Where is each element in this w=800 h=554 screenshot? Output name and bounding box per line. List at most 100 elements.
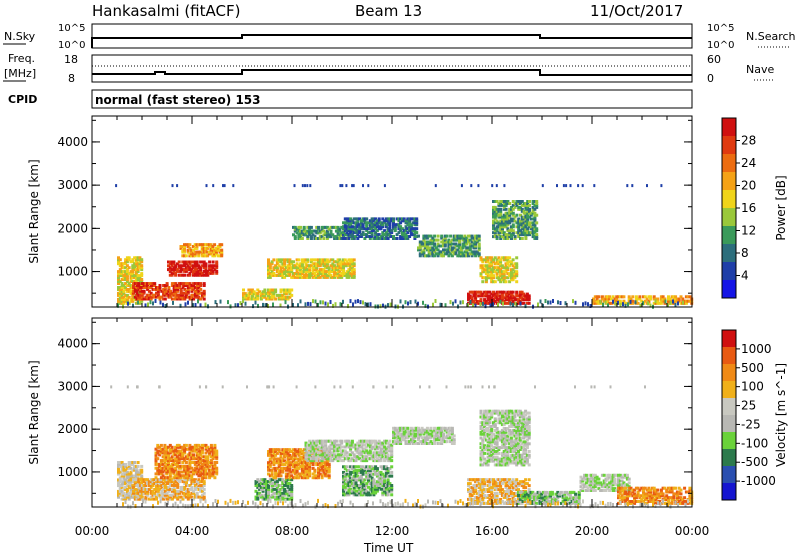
data-cell	[183, 468, 187, 472]
data-cell	[133, 256, 137, 260]
data-cell	[193, 478, 197, 482]
data-cell	[122, 466, 126, 470]
data-cell	[350, 457, 354, 461]
data-cell	[519, 229, 522, 233]
data-cell	[524, 233, 528, 237]
data-cell	[186, 286, 190, 289]
data-cell	[461, 238, 465, 242]
data-cell	[518, 296, 522, 300]
data-cell	[174, 453, 178, 457]
data-cell	[299, 461, 303, 465]
data-cell	[431, 250, 435, 254]
data-cell	[374, 447, 378, 451]
data-cell	[272, 290, 276, 294]
data-cell	[286, 448, 290, 452]
data-cell	[122, 491, 126, 495]
data-cell	[136, 258, 140, 262]
data-cell	[131, 270, 135, 274]
data-cell	[199, 445, 203, 449]
data-cell	[379, 441, 383, 445]
data-cell	[184, 461, 188, 464]
data-cell	[463, 254, 467, 258]
data-cell	[165, 493, 169, 497]
data-cell	[277, 272, 281, 275]
data-cell	[172, 453, 176, 457]
data-cell	[165, 453, 169, 457]
data-cell	[209, 248, 213, 252]
data-cell	[149, 495, 153, 499]
data-cell	[370, 478, 374, 482]
data-cell	[259, 295, 263, 299]
data-cell	[342, 258, 345, 262]
data-cell	[277, 459, 281, 463]
data-cell	[193, 457, 197, 461]
data-cell	[413, 237, 417, 240]
data-cell	[165, 480, 169, 484]
data-cell	[381, 480, 385, 484]
data-cell	[383, 445, 387, 449]
data-cell	[283, 260, 287, 264]
data-cell	[424, 240, 428, 244]
data-cell	[406, 217, 410, 221]
data-cell	[295, 262, 299, 266]
data-cell	[165, 462, 169, 466]
data-cell	[193, 273, 197, 277]
data-cell	[361, 233, 365, 237]
data-cell	[500, 274, 504, 278]
data-cell	[372, 223, 376, 227]
data-cell	[349, 223, 353, 227]
data-cell	[124, 464, 128, 468]
data-cell	[324, 457, 328, 461]
data-cell	[193, 493, 197, 497]
data-cell	[384, 455, 388, 459]
data-cell	[129, 299, 133, 303]
data-cell	[524, 231, 528, 235]
data-cell	[272, 266, 276, 270]
data-cell	[599, 300, 602, 304]
data-cell	[188, 266, 192, 270]
data-cell	[275, 482, 279, 485]
data-cell	[135, 491, 139, 495]
data-cell	[352, 453, 356, 457]
data-cell	[199, 243, 202, 247]
data-cell	[533, 237, 537, 240]
data-cell	[315, 459, 319, 463]
data-cell	[388, 457, 392, 461]
data-cell	[504, 296, 508, 300]
data-cell	[185, 491, 188, 495]
data-cell	[663, 297, 667, 301]
data-cell	[458, 244, 462, 248]
data-cell	[367, 480, 370, 484]
data-cell	[499, 268, 503, 272]
data-cell	[211, 260, 215, 264]
data-cell	[158, 297, 162, 301]
data-cell	[151, 295, 155, 299]
data-cell	[277, 487, 281, 491]
data-cell	[183, 466, 187, 470]
data-cell	[281, 258, 285, 262]
data-cell	[379, 235, 383, 238]
data-cell	[131, 258, 135, 262]
data-cell	[279, 491, 283, 495]
data-cell	[192, 293, 196, 297]
data-cell	[345, 480, 349, 484]
data-cell	[270, 293, 274, 297]
data-cell	[309, 457, 313, 461]
data-cell	[474, 234, 478, 238]
data-cell	[352, 470, 356, 474]
data-cell	[515, 256, 519, 260]
data-cell	[142, 487, 146, 491]
data-cell	[509, 301, 512, 306]
data-cell	[190, 289, 194, 293]
data-cell	[511, 268, 515, 272]
data-cell	[254, 489, 258, 493]
data-cell	[135, 282, 139, 286]
data-cell	[513, 274, 517, 278]
data-cell	[207, 245, 211, 248]
data-cell	[361, 478, 365, 482]
data-cell	[342, 231, 345, 235]
data-cell	[199, 484, 203, 487]
data-cell	[129, 276, 133, 280]
data-cell	[434, 184, 437, 188]
data-cell	[384, 469, 388, 472]
